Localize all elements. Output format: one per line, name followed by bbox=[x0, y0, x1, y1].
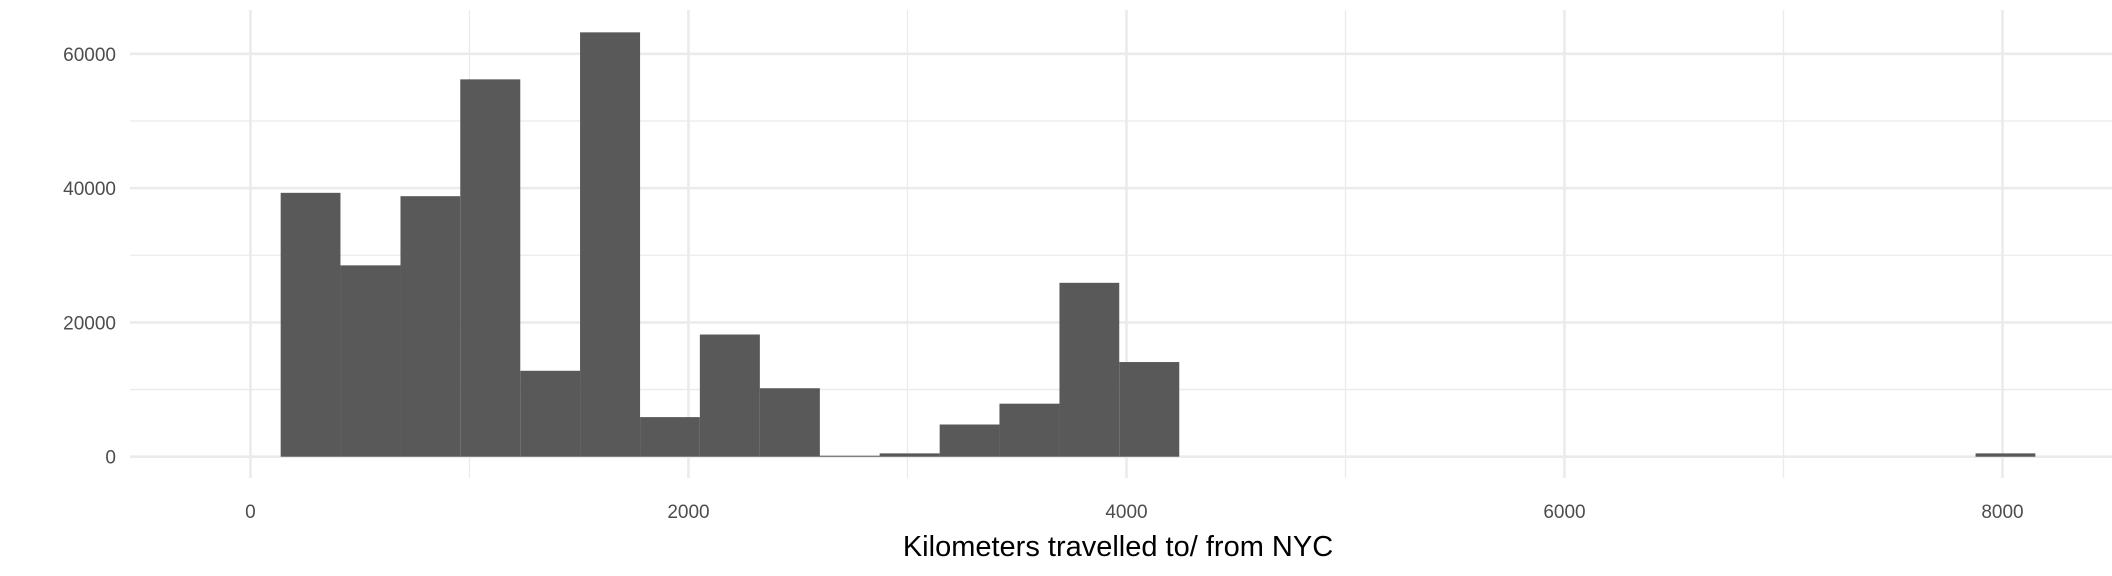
histogram-bar bbox=[340, 265, 401, 457]
x-tick-label: 8000 bbox=[1981, 502, 2023, 523]
histogram-bar bbox=[1119, 362, 1180, 457]
histogram-bar bbox=[1975, 453, 2036, 457]
histogram-bar bbox=[280, 192, 341, 457]
histogram-bar bbox=[460, 79, 521, 457]
histogram-bar bbox=[699, 334, 760, 457]
x-tick-label: 2000 bbox=[667, 502, 709, 523]
x-axis-title: Kilometers travelled to/ from NYC bbox=[903, 531, 1333, 563]
y-tick-label: 0 bbox=[105, 448, 116, 469]
histogram-bar bbox=[400, 196, 461, 457]
histogram-bar bbox=[879, 453, 940, 457]
histogram-bar bbox=[520, 370, 581, 457]
y-tick-label: 20000 bbox=[63, 313, 116, 334]
histogram-bar bbox=[1059, 282, 1120, 457]
x-tick-label: 0 bbox=[245, 502, 256, 523]
x-tick-label: 6000 bbox=[1543, 502, 1585, 523]
y-axis-tick-labels: 0 20000 40000 60000 bbox=[63, 45, 116, 469]
x-tick-label: 4000 bbox=[1105, 502, 1147, 523]
histogram-bar bbox=[819, 455, 880, 457]
histogram-bar bbox=[939, 424, 1000, 457]
y-tick-label: 60000 bbox=[63, 45, 116, 66]
histogram-bar bbox=[999, 403, 1060, 457]
histogram-bar bbox=[580, 32, 641, 457]
histogram-bars bbox=[280, 32, 2036, 457]
y-tick-label: 40000 bbox=[63, 179, 116, 200]
x-axis-tick-labels: 0 2000 4000 6000 8000 bbox=[245, 502, 2023, 523]
histogram-bar bbox=[640, 417, 700, 457]
histogram-bar bbox=[759, 388, 820, 457]
